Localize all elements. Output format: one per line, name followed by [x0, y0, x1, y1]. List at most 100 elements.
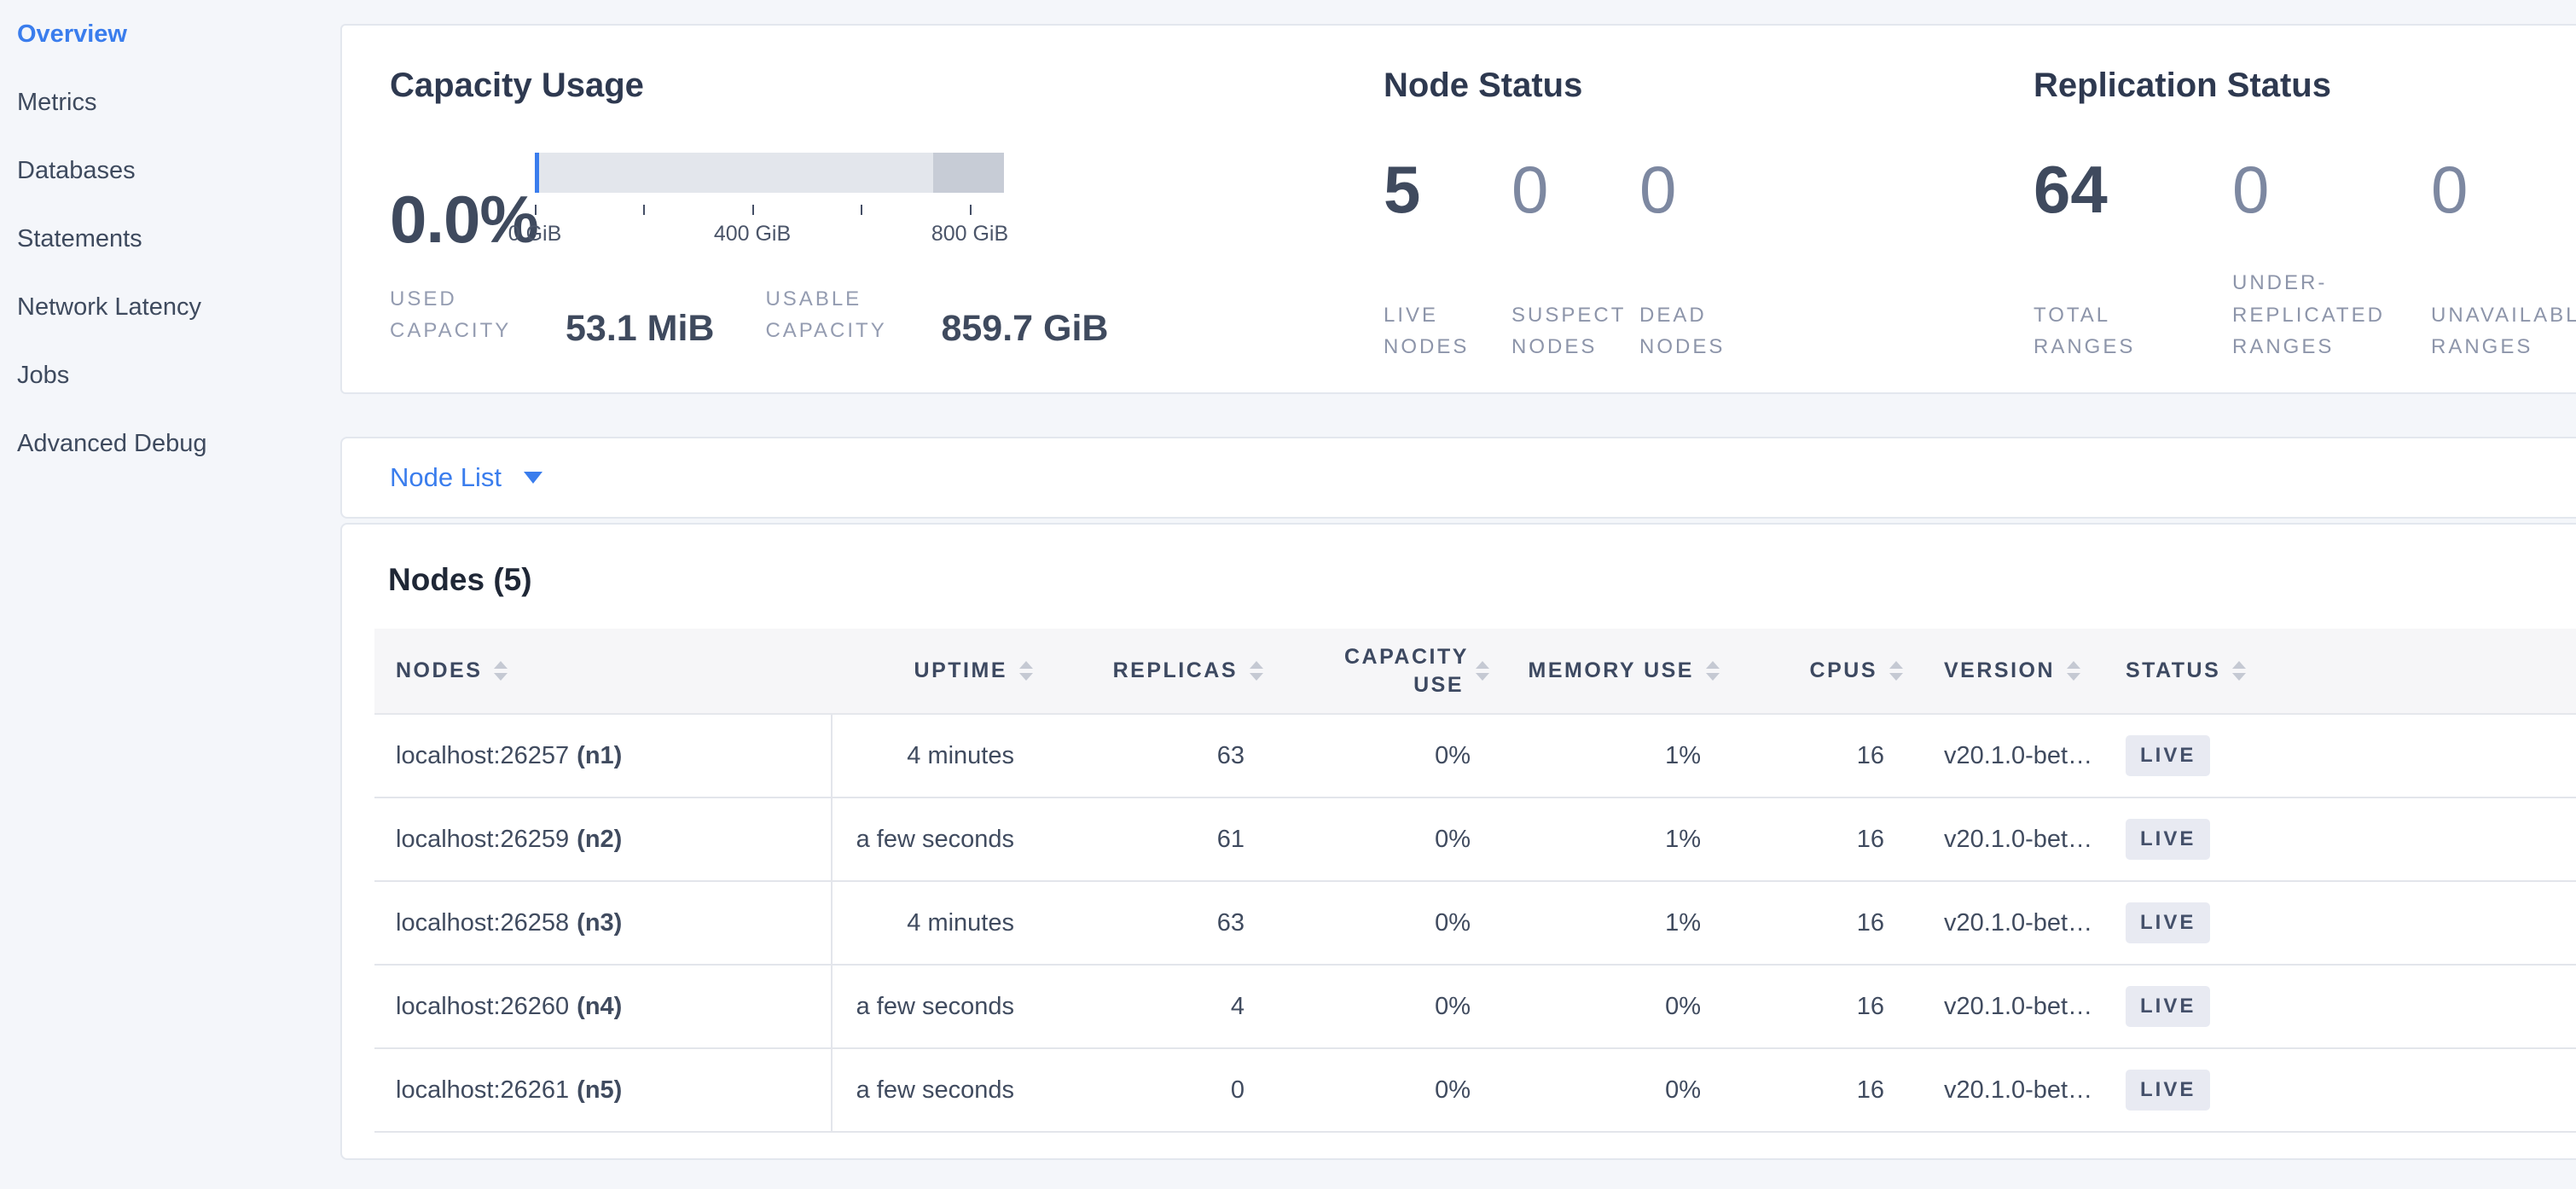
node-version: v20.1.0-bet…: [1910, 714, 2102, 798]
capacity-gauge-axis-labels: 0 GiB 400 GiB 800 GiB: [508, 222, 1008, 247]
column-header-nodes[interactable]: NODES: [374, 629, 832, 715]
node-id: (n2): [577, 825, 623, 853]
capacity-gauge-used-segment: [535, 153, 539, 193]
dead-nodes-stat: 0 DEAD NODES: [1639, 152, 1767, 362]
node-list-dropdown-label: Node List: [390, 462, 502, 492]
node-replicas: 63: [1040, 881, 1270, 966]
dead-nodes-count: 0: [1639, 152, 1677, 227]
node-capacity-use: 0%: [1270, 881, 1496, 966]
usable-capacity-label: USABLE CAPACITY: [765, 287, 887, 343]
replication-stats: 64 TOTAL RANGES 0 UNDER-REPLICATED RANGE…: [2034, 152, 2576, 362]
column-header-status[interactable]: STATUS: [2102, 629, 2576, 715]
column-header-capacity-use[interactable]: CAPACITY USE: [1270, 629, 1496, 715]
gauge-tick-label-800: 800 GiB: [931, 222, 1009, 246]
status-badge: LIVE: [2126, 1070, 2211, 1111]
sort-icon: [1476, 661, 1489, 681]
sidebar-item-statements[interactable]: Statements: [17, 224, 142, 252]
node-address[interactable]: localhost:26258: [396, 908, 570, 937]
node-capacity-use: 0%: [1270, 965, 1496, 1049]
total-ranges-label: TOTAL RANGES: [2034, 303, 2136, 358]
node-address[interactable]: localhost:26257: [396, 741, 570, 769]
column-header-memory-use[interactable]: MEMORY USE: [1496, 629, 1726, 715]
used-capacity-label: USED CAPACITY: [390, 287, 512, 343]
sidebar: Overview Metrics Databases Statements Ne…: [0, 0, 340, 1189]
sort-icon: [494, 661, 508, 681]
node-capacity-use: 0%: [1270, 798, 1496, 882]
gauge-tick-label-400: 400 GiB: [713, 222, 792, 246]
node-cpus: 16: [1726, 881, 1910, 966]
status-badge: LIVE: [2126, 986, 2211, 1027]
node-replicas: 63: [1040, 714, 1270, 798]
sidebar-item-jobs[interactable]: Jobs: [17, 361, 70, 389]
table-row[interactable]: localhost:26259 (n2) a few seconds 61 0% …: [374, 798, 2576, 882]
node-memory-use: 1%: [1496, 714, 1726, 798]
node-cpus: 16: [1726, 798, 1910, 882]
unavailable-ranges-count: 0: [2431, 152, 2469, 227]
unavailable-ranges-label: UNAVAILABLE RANGES: [2431, 303, 2576, 358]
node-id: (n5): [577, 1076, 623, 1104]
node-uptime: a few seconds: [832, 1048, 1040, 1133]
under-replicated-ranges-count: 0: [2232, 152, 2270, 227]
sidebar-item-metrics[interactable]: Metrics: [17, 88, 97, 116]
main-content: Capacity Usage 0.0% 0 GiB 400 Gi: [340, 0, 2576, 1189]
capacity-gauge: 0 GiB 400 GiB 800 GiB: [508, 153, 1008, 247]
dead-nodes-label: DEAD NODES: [1639, 303, 1726, 358]
cluster-summary-card: Capacity Usage 0.0% 0 GiB 400 Gi: [340, 24, 2576, 394]
table-row[interactable]: localhost:26261 (n5) a few seconds 0 0% 0…: [374, 1048, 2576, 1133]
node-version: v20.1.0-bet…: [1910, 881, 2102, 966]
live-nodes-stat: 5 LIVE NODES: [1384, 152, 1511, 362]
capacity-gauge-bar: [535, 153, 1004, 193]
view-selector-card: Node List: [340, 437, 2576, 519]
live-nodes-label: LIVE NODES: [1384, 303, 1470, 358]
table-row[interactable]: localhost:26260 (n4) a few seconds 4 0% 0…: [374, 965, 2576, 1049]
node-version: v20.1.0-bet…: [1910, 798, 2102, 882]
status-badge: LIVE: [2126, 819, 2211, 860]
replication-status-title: Replication Status: [2034, 67, 2331, 104]
live-nodes-count: 5: [1384, 152, 1421, 227]
total-ranges-stat: 64 TOTAL RANGES: [2034, 152, 2232, 362]
usable-capacity-value: 859.7 GiB: [941, 308, 1109, 350]
capacity-gauge-ticks: [535, 205, 1004, 215]
node-uptime: 4 minutes: [832, 714, 1040, 798]
node-list-dropdown[interactable]: Node List: [390, 462, 542, 493]
unavailable-ranges-stat: 0 UNAVAILABLE RANGES: [2431, 152, 2576, 362]
sidebar-item-network-latency[interactable]: Network Latency: [17, 293, 201, 321]
sidebar-item-advanced-debug[interactable]: Advanced Debug: [17, 429, 207, 457]
column-header-uptime[interactable]: UPTIME: [832, 629, 1040, 715]
column-header-version[interactable]: VERSION: [1910, 629, 2102, 715]
table-row[interactable]: localhost:26258 (n3) 4 minutes 63 0% 1% 1…: [374, 881, 2576, 966]
sidebar-item-overview[interactable]: Overview: [17, 20, 127, 48]
node-address[interactable]: localhost:26260: [396, 992, 570, 1020]
nodes-table: NODES UPTIME REPLICAS CAPACITY USE MEMOR…: [374, 629, 2576, 1133]
node-cpus: 16: [1726, 714, 1910, 798]
used-capacity-stat: USED CAPACITY 53.1 MiB: [390, 283, 714, 349]
capacity-usage-title: Capacity Usage: [390, 67, 644, 104]
node-address[interactable]: localhost:26259: [396, 825, 570, 853]
capacity-gauge-nonusable-segment: [933, 153, 1004, 193]
node-cpus: 16: [1726, 965, 1910, 1049]
node-memory-use: 0%: [1496, 1048, 1726, 1133]
node-memory-use: 1%: [1496, 798, 1726, 882]
node-replicas: 4: [1040, 965, 1270, 1049]
column-header-cpus[interactable]: CPUS: [1726, 629, 1910, 715]
nodes-section-title: Nodes (5): [388, 562, 532, 597]
status-badge: LIVE: [2126, 735, 2211, 776]
sidebar-item-databases[interactable]: Databases: [17, 156, 136, 184]
node-replicas: 61: [1040, 798, 1270, 882]
under-replicated-ranges-stat: 0 UNDER-REPLICATED RANGES: [2232, 152, 2431, 362]
capacity-gauge-row: 0.0% 0 GiB 400 GiB 800 GiB: [390, 153, 1384, 252]
column-header-replicas[interactable]: REPLICAS: [1040, 629, 1270, 715]
node-cpus: 16: [1726, 1048, 1910, 1133]
suspect-nodes-label: SUSPECT NODES: [1511, 303, 1626, 358]
node-memory-use: 1%: [1496, 881, 1726, 966]
node-status-panel: Node Status 5 LIVE NODES 0 SUSPECT NODES…: [1384, 67, 2034, 392]
capacity-stats: USED CAPACITY 53.1 MiB USABLE CAPACITY 8…: [390, 283, 1384, 349]
nodes-table-card: Nodes (5) NODES UPTIME REPLICAS CAPACITY…: [340, 523, 2576, 1160]
table-row[interactable]: localhost:26257 (n1) 4 minutes 63 0% 1% 1…: [374, 714, 2576, 798]
gauge-tick-label-0: 0 GiB: [508, 222, 562, 246]
node-address[interactable]: localhost:26261: [396, 1076, 570, 1104]
node-uptime: a few seconds: [832, 798, 1040, 882]
total-ranges-count: 64: [2034, 152, 2108, 227]
node-uptime: 4 minutes: [832, 881, 1040, 966]
